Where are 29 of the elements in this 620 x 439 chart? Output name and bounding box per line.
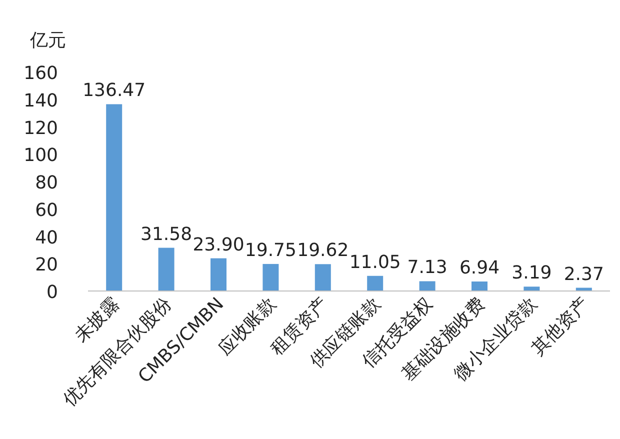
data-label: 19.62 — [297, 240, 349, 262]
bar — [210, 258, 226, 291]
bar — [314, 264, 331, 291]
y-tick-label: 100 — [24, 145, 58, 166]
y-tick-label: 60 — [35, 200, 58, 221]
y-tick-label: 160 — [24, 63, 58, 84]
data-label: 31.58 — [140, 224, 192, 245]
y-tick-label: 80 — [35, 172, 58, 194]
bar — [524, 286, 540, 291]
data-label: 11.05 — [349, 252, 401, 273]
data-label: 23.90 — [192, 234, 244, 256]
bar — [367, 276, 384, 291]
data-label: 6.94 — [459, 258, 500, 278]
data-label: 7.13 — [407, 257, 448, 278]
bar — [419, 281, 436, 291]
bar — [158, 248, 174, 291]
bar — [262, 264, 279, 291]
y-tick-label: 40 — [35, 227, 58, 248]
data-label: 3.19 — [512, 262, 552, 284]
y-tick-label: 120 — [24, 118, 58, 139]
y-tick-label: 20 — [35, 254, 58, 276]
y-tick-label: 0 — [46, 282, 58, 303]
y-axis-title: 亿元 — [29, 30, 66, 51]
y-tick-label: 140 — [24, 90, 58, 112]
data-label: 19.75 — [244, 240, 296, 261]
bar — [106, 104, 122, 291]
data-label: 2.37 — [564, 264, 604, 285]
data-label: 136.47 — [82, 80, 146, 102]
bar — [472, 282, 488, 291]
